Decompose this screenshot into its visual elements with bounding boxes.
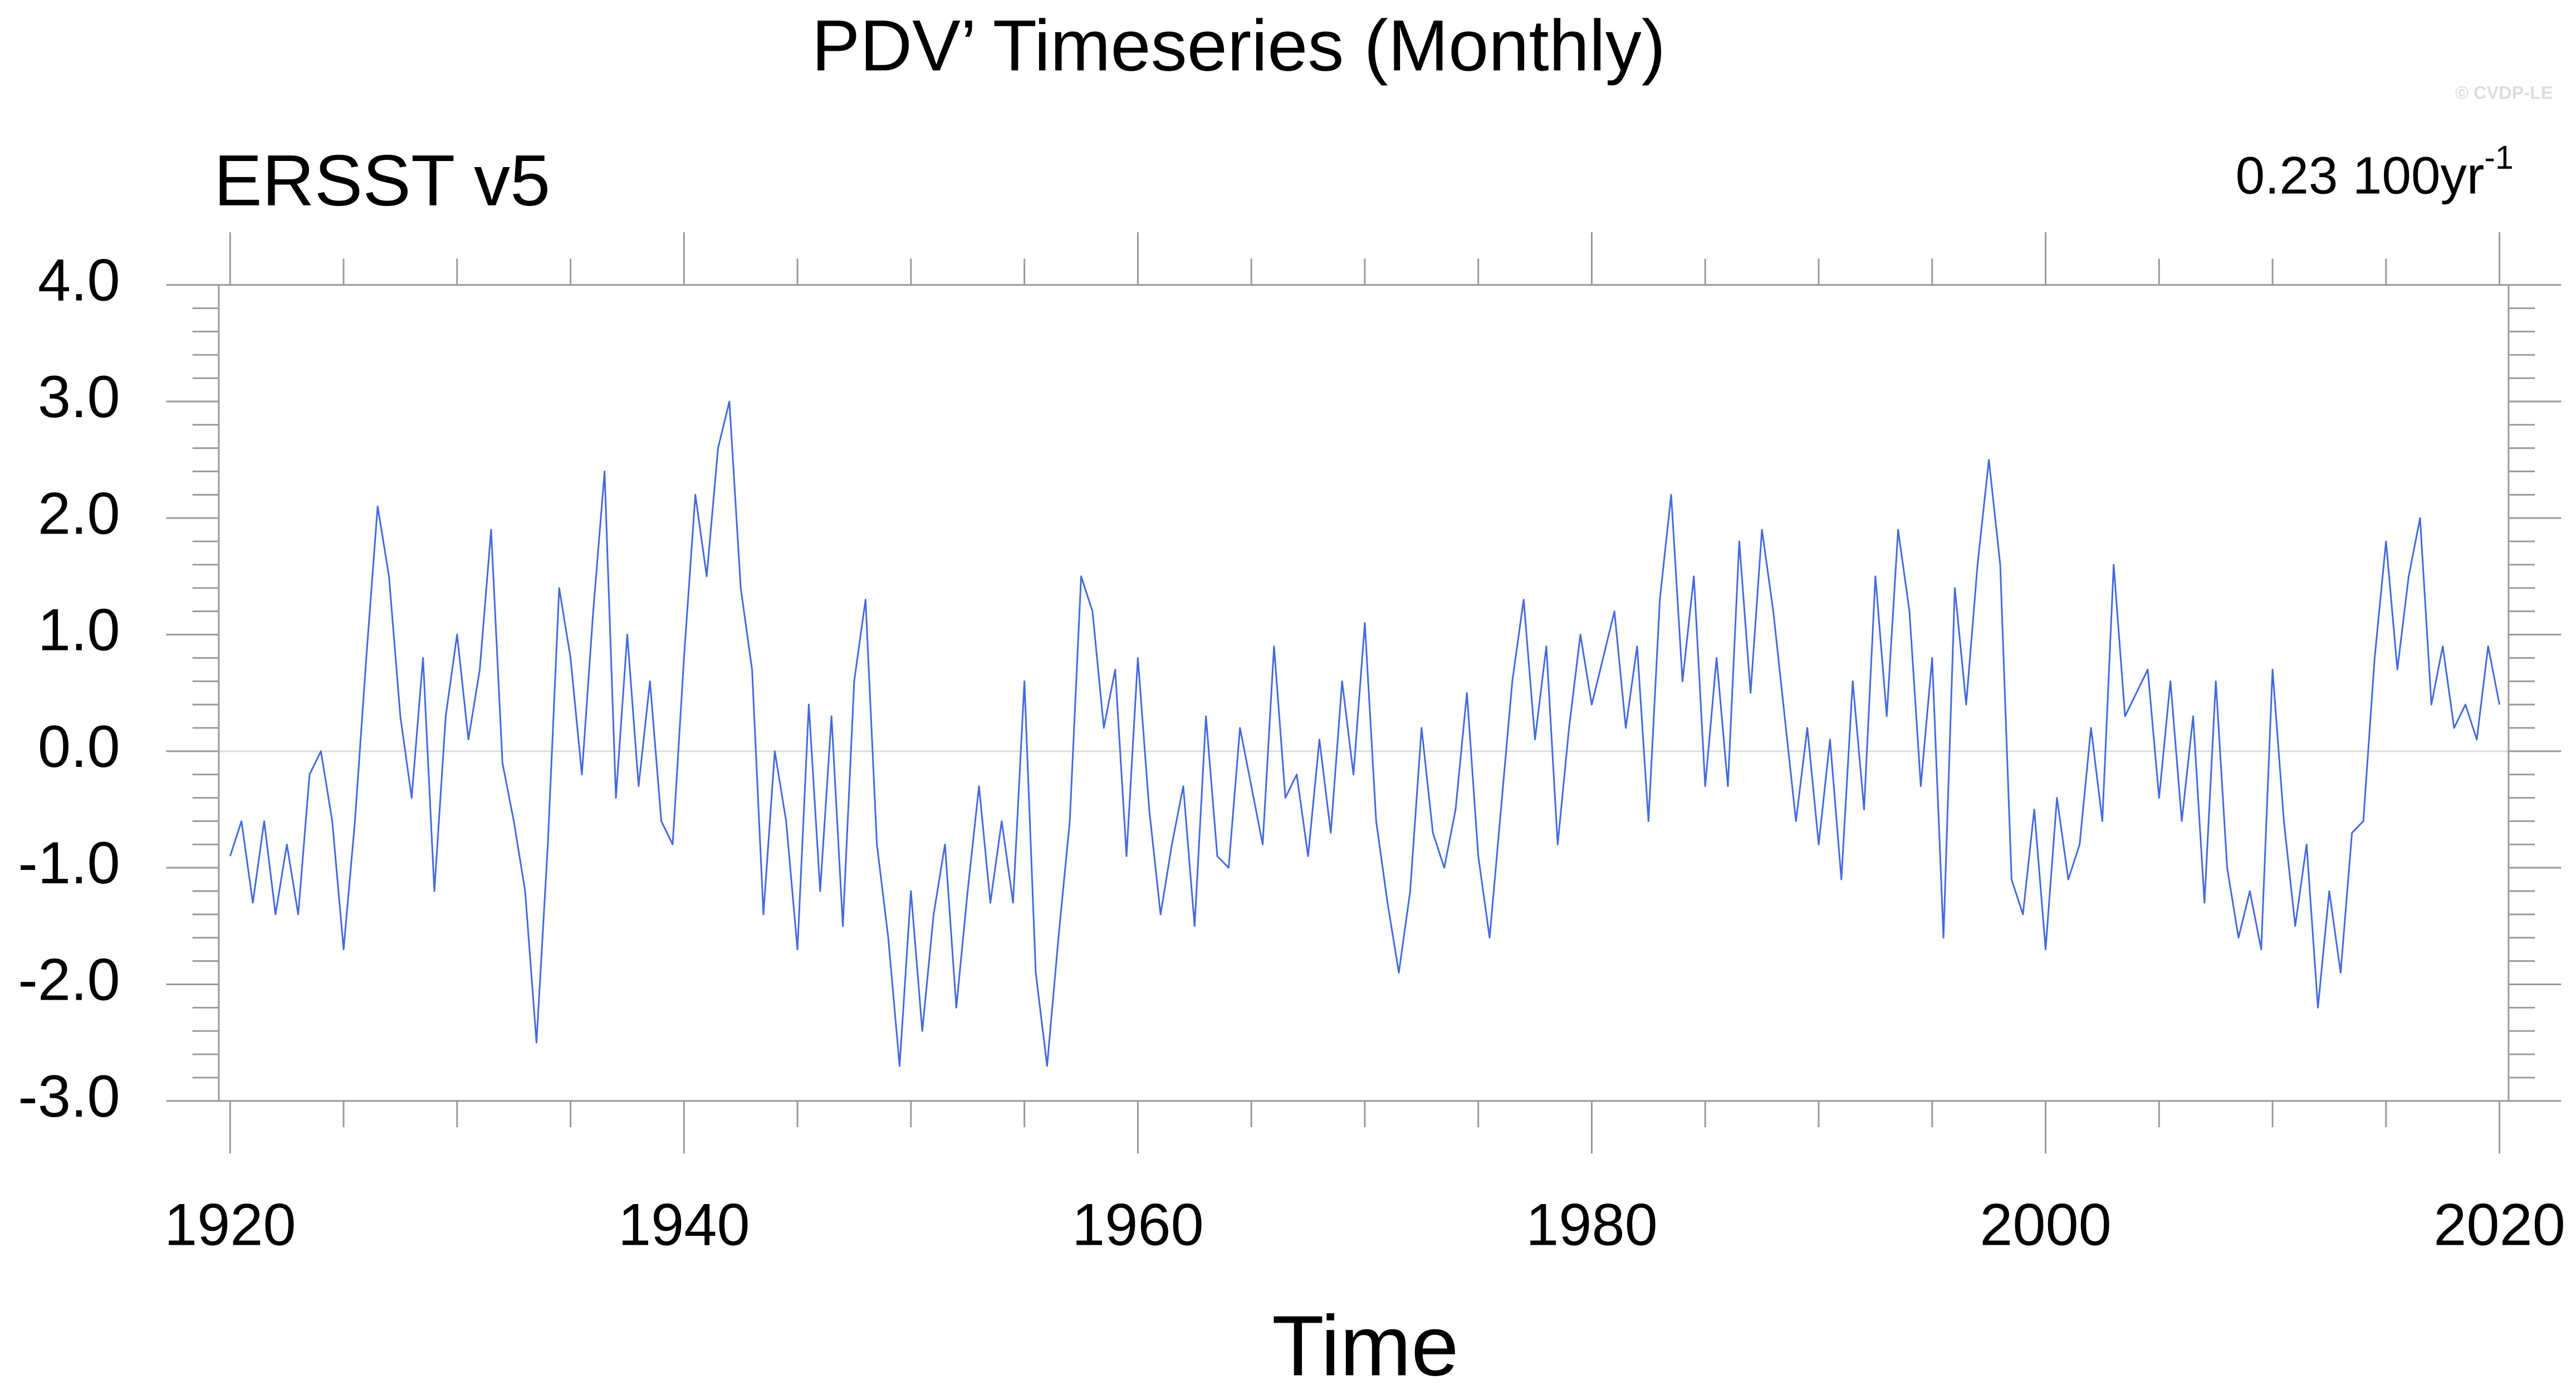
plot-frame xyxy=(218,284,2510,1102)
x-tick-label: 2020 xyxy=(2433,1191,2565,1258)
y-tick-label: 0.0 xyxy=(38,713,120,780)
x-axis-label: Time xyxy=(1272,1298,1459,1393)
trend-text: 0.23 100yr xyxy=(2236,146,2485,205)
y-tick-label: -1.0 xyxy=(18,830,120,896)
x-tick-label: 1980 xyxy=(1526,1191,1658,1258)
chart-title: PDV’ Timeseries (Monthly) xyxy=(812,4,1666,86)
x-tick-label: 1940 xyxy=(618,1191,750,1258)
y-tick-label: -2.0 xyxy=(18,947,120,1013)
trend-label: 0.23 100yr-1 xyxy=(2236,139,2514,206)
y-tick-label: 3.0 xyxy=(38,364,120,430)
trend-exponent: -1 xyxy=(2484,139,2514,176)
y-tick-label: 1.0 xyxy=(38,597,120,663)
y-tick-label: 4.0 xyxy=(38,247,120,314)
y-tick-label: 2.0 xyxy=(38,480,120,546)
x-tick-label: 1960 xyxy=(1072,1191,1204,1258)
y-tick-label: -3.0 xyxy=(18,1063,120,1129)
subtitle: ERSST v5 xyxy=(214,140,550,221)
copyright: © CVDP-LE xyxy=(2455,82,2553,102)
pdv-line xyxy=(229,400,2501,1067)
x-tick-label: 2000 xyxy=(1980,1191,2112,1258)
x-tick-label: 1920 xyxy=(164,1191,296,1258)
